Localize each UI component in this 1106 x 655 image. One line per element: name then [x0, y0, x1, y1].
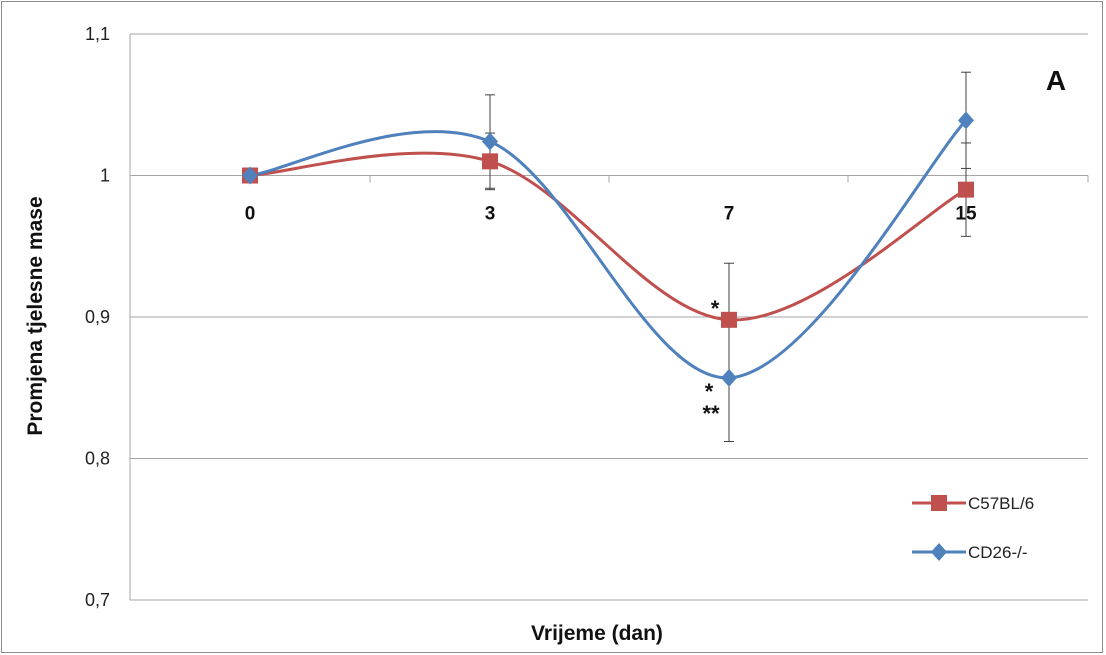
data-point-cd26	[721, 368, 737, 387]
panel-label: A	[1046, 65, 1066, 96]
y-tick-labels: 0,7 0,8 0,9 1 1,1	[85, 24, 110, 610]
error-bars	[485, 71, 971, 443]
significance-mark: **	[702, 401, 720, 426]
y-tick-label: 1	[100, 166, 110, 186]
legend: C57BL/6 CD26-/-	[912, 494, 1034, 562]
annotations: ****	[702, 296, 720, 426]
data-point-c57bl-6	[482, 153, 498, 170]
y-tick-label: 1,1	[85, 24, 110, 44]
series-markers	[242, 111, 974, 387]
x-tick-label: 7	[724, 204, 735, 225]
x-axis-title: Vrijeme (dan)	[531, 622, 663, 645]
x-tick-label: 0	[245, 204, 256, 225]
data-point-cd26	[958, 111, 974, 130]
series-line-c57bl-6	[249, 151, 967, 322]
legend-marker-cd26	[931, 543, 947, 561]
series-line-cd26	[249, 119, 968, 380]
legend-label-cd26: CD26-/-	[968, 543, 1028, 562]
x-tick-labels: 0 3 7 15	[245, 204, 977, 225]
series-lines	[249, 119, 968, 380]
data-point-cd26	[242, 166, 258, 185]
legend-label-c57bl-6: C57BL/6	[968, 494, 1034, 513]
y-tick-label: 0,8	[85, 449, 110, 469]
y-tick-label: 0,7	[85, 590, 110, 610]
y-axis-title: Promjena tjelesne mase	[24, 196, 47, 435]
y-tick-label: 0,9	[85, 307, 110, 327]
x-tick-label: 3	[485, 204, 496, 225]
data-point-c57bl-6	[958, 181, 974, 198]
legend-marker-c57bl-6	[931, 495, 947, 511]
data-point-c57bl-6	[721, 311, 737, 328]
gridlines	[129, 33, 1089, 601]
significance-mark: *	[705, 379, 714, 404]
data-point-cd26	[482, 132, 498, 151]
significance-mark: *	[711, 296, 720, 321]
